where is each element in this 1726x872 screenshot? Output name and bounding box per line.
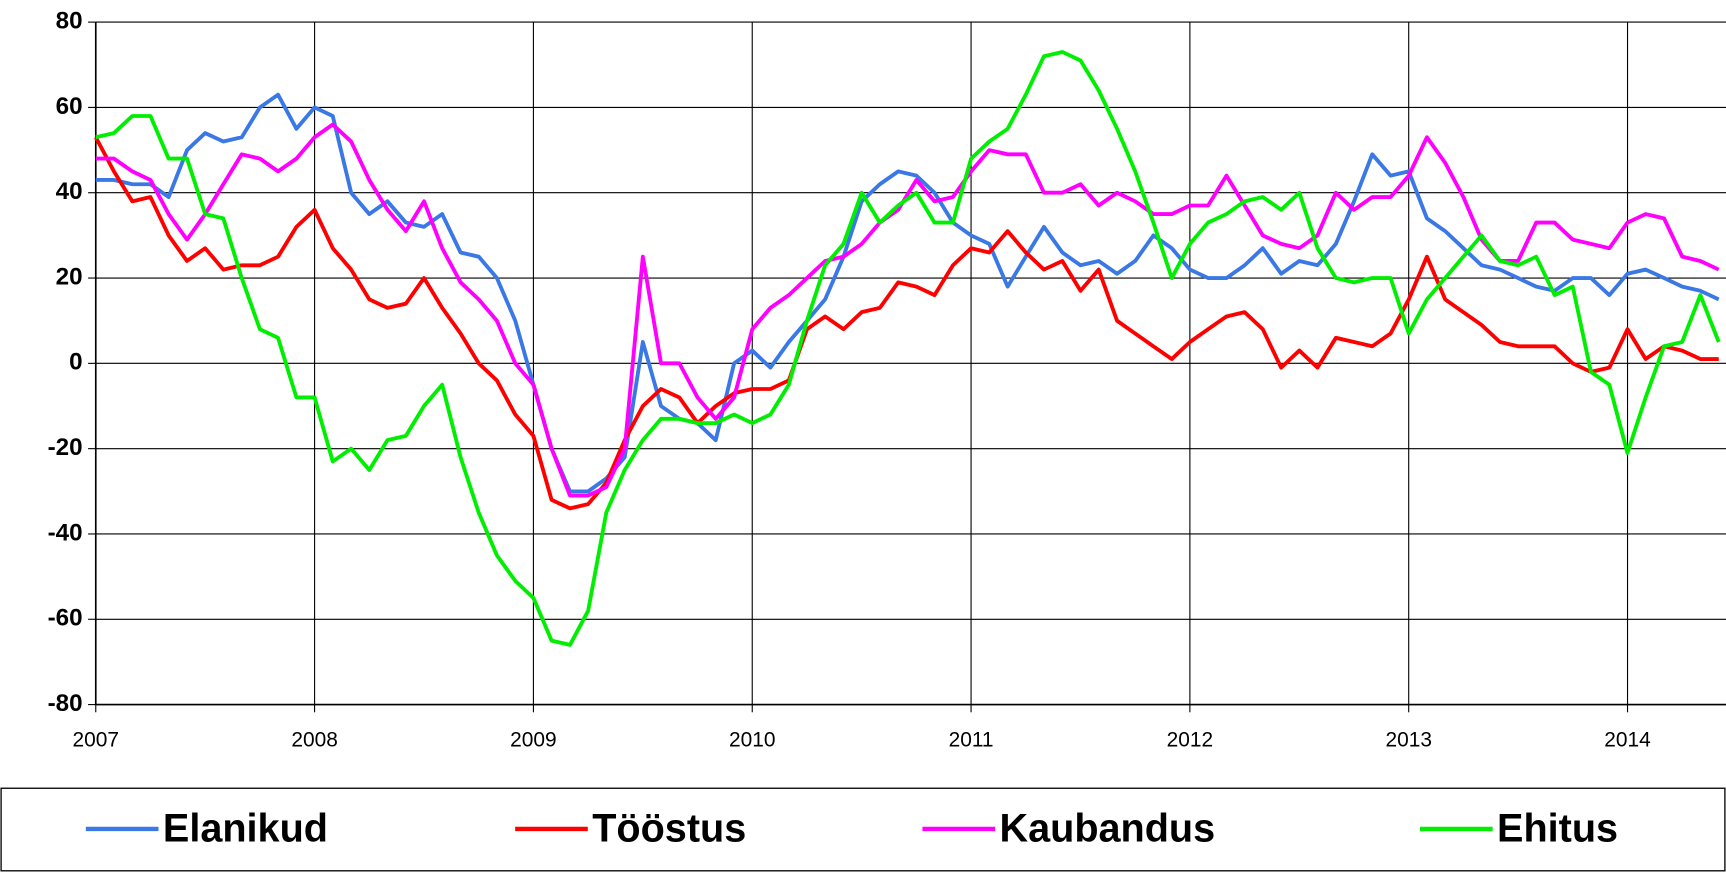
x-tick-label: 2013	[1385, 728, 1432, 751]
x-tick-label: 2011	[949, 728, 994, 751]
y-tick-label: 60	[56, 93, 83, 120]
legend-label: Elanikud	[163, 807, 328, 851]
series-line	[94, 136, 1719, 511]
legend-label: Tööstus	[592, 807, 746, 851]
y-tick-label: -60	[48, 605, 83, 632]
x-tick-label: 2009	[510, 728, 557, 751]
legend-box	[0, 787, 1726, 872]
y-tick-label: -20	[48, 434, 83, 461]
series-line	[95, 92, 1720, 494]
x-tick-label: 2012	[1167, 728, 1214, 751]
x-tick-label: 2014	[1604, 728, 1651, 751]
y-tick-label: -40	[48, 519, 83, 546]
series-line	[95, 122, 1720, 498]
y-tick-label: 80	[56, 8, 83, 35]
y-tick-label: -80	[48, 690, 83, 717]
y-tick-label: 40	[56, 178, 83, 205]
x-tick-label: 2010	[729, 728, 776, 751]
x-tick-label: 2007	[73, 728, 120, 751]
legend-label: Kaubandus	[999, 807, 1215, 851]
legend-label: Ehitus	[1497, 807, 1618, 851]
y-tick-label: 20	[56, 263, 83, 290]
series-line	[95, 50, 1721, 647]
x-tick-label: 2008	[291, 728, 338, 751]
y-tick-label: 0	[69, 349, 82, 376]
